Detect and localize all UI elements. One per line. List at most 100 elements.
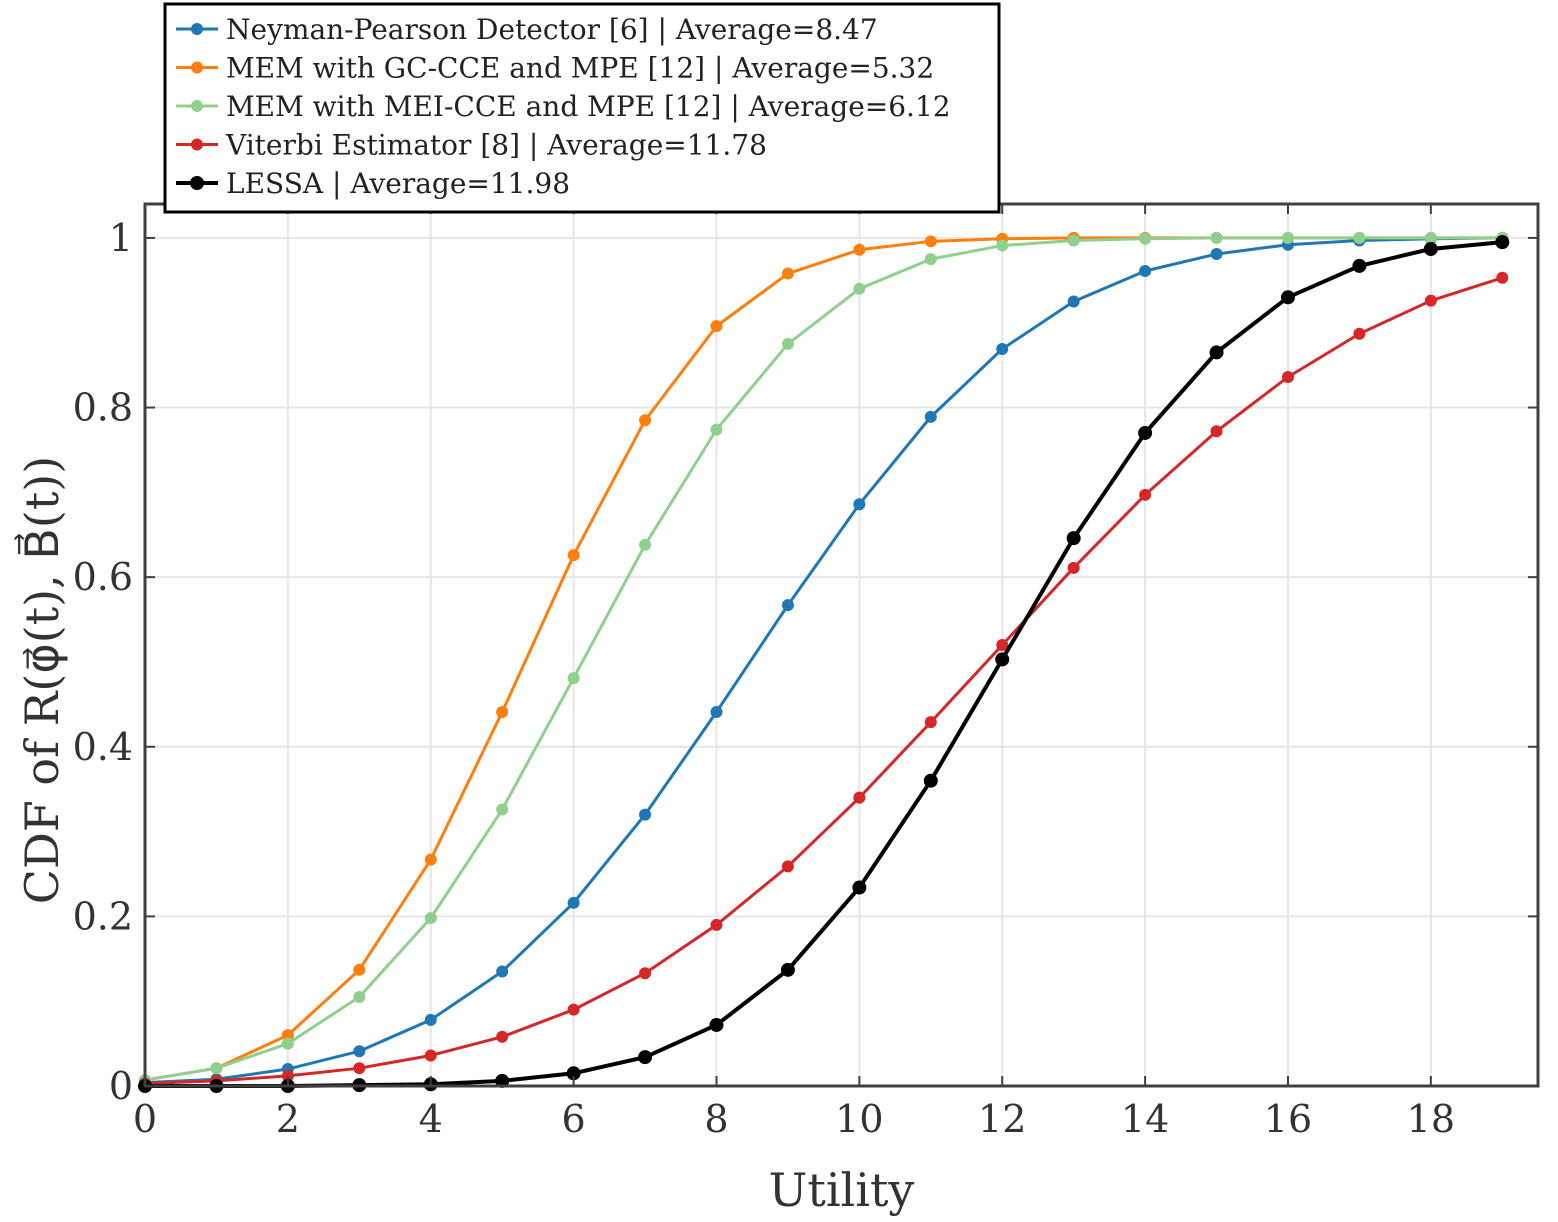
series-layer [138, 231, 1510, 1093]
y-tick-label: 0.4 [73, 725, 133, 769]
x-tick-label: 4 [419, 1097, 443, 1141]
legend-label: LESSA | Average=11.98 [226, 167, 570, 200]
data-point [424, 1049, 437, 1062]
data-point [996, 639, 1009, 651]
axis-ticks: 0 2 4 6 8 10 12 14 16 18 0 0.2 0.4 0.6 0.8 1 [73, 204, 1538, 1141]
data-point [1209, 345, 1224, 360]
series-line [144, 236, 1503, 1082]
data-point [210, 1062, 223, 1075]
data-point [639, 808, 652, 821]
data-point [1210, 248, 1223, 261]
data-point [923, 773, 938, 788]
data-point [1352, 258, 1367, 273]
data-point [924, 410, 937, 423]
data-point [780, 962, 795, 977]
data-point [781, 599, 794, 612]
data-point [567, 672, 580, 685]
grid-lines [144, 204, 1538, 1087]
x-tick-label: 6 [562, 1097, 586, 1141]
series-line [145, 240, 1503, 1088]
data-point [1139, 232, 1152, 245]
legend-item: Viterbi Estimator [8] | Average=11.78 [176, 129, 767, 162]
data-point [1353, 231, 1366, 244]
x-tick-label: 14 [1121, 1097, 1169, 1141]
series-4 [139, 271, 1509, 1090]
data-point [995, 652, 1010, 667]
data-point [1138, 425, 1153, 440]
data-point [495, 1073, 510, 1088]
data-point [781, 267, 794, 280]
x-tick-label: 18 [1407, 1097, 1455, 1141]
data-point [1067, 561, 1080, 574]
data-point [1495, 235, 1510, 250]
data-point [710, 918, 723, 931]
data-point [1353, 327, 1366, 340]
data-point [281, 1029, 294, 1042]
legend-label: Viterbi Estimator [8] | Average=11.78 [225, 129, 767, 162]
data-point [1496, 271, 1509, 284]
data-point [353, 990, 366, 1003]
data-point [996, 343, 1009, 356]
legend-item: MEM with GC-CCE and MPE [12] | Average=5… [176, 52, 934, 85]
series-line [144, 276, 1503, 1085]
data-point [996, 239, 1009, 252]
legend-marker [191, 61, 203, 74]
x-tick-label: 12 [978, 1097, 1026, 1141]
series-line [144, 236, 1503, 1082]
data-point [496, 965, 509, 978]
data-point [496, 803, 509, 816]
data-point [1281, 231, 1294, 244]
data-point [710, 320, 723, 333]
data-point [353, 1045, 366, 1058]
data-point [1210, 231, 1223, 244]
series-line [144, 236, 1503, 1085]
y-tick-label: 0 [109, 1064, 133, 1108]
data-point [1281, 371, 1294, 384]
x-tick-label: 16 [1264, 1097, 1312, 1141]
data-point [566, 1066, 581, 1081]
data-point [1424, 294, 1437, 307]
x-tick-label: 10 [835, 1097, 883, 1141]
x-tick-label: 0 [133, 1097, 157, 1141]
data-point [281, 1037, 294, 1050]
data-point [567, 896, 580, 909]
legend-label: MEM with MEI-CCE and MPE [12] | Average=… [226, 90, 951, 123]
legend-label: MEM with GC-CCE and MPE [12] | Average=5… [226, 52, 934, 85]
data-point [638, 1050, 653, 1065]
y-tick-label: 0.6 [73, 555, 133, 599]
data-point [1067, 234, 1080, 247]
legend-marker [191, 23, 203, 35]
data-point [710, 705, 723, 718]
data-point [924, 235, 937, 248]
x-tick-label: 8 [704, 1097, 728, 1141]
legend-marker [190, 176, 204, 190]
data-point [424, 853, 437, 866]
legend-item: MEM with MEI-CCE and MPE [12] | Average=… [176, 90, 951, 123]
data-point [496, 705, 509, 718]
legend-marker [191, 138, 203, 151]
data-point [853, 498, 866, 511]
data-point [496, 1030, 509, 1043]
legend: Neyman-Pearson Detector [6] | Average=8.… [163, 2, 1001, 214]
data-point [781, 337, 794, 350]
data-point [853, 282, 866, 295]
legend-box [163, 2, 1001, 214]
data-point [353, 963, 366, 976]
data-point [853, 243, 866, 256]
data-point [424, 912, 437, 925]
y-tick-label: 0.2 [73, 894, 133, 938]
x-tick-label: 2 [276, 1097, 300, 1141]
data-point [353, 1062, 366, 1075]
data-point [567, 1003, 580, 1016]
y-axis-label: CDF of R(φ⃗(t), B⃗(t)) [15, 456, 69, 904]
series-1 [139, 231, 1509, 1089]
data-point [853, 791, 866, 804]
data-point [1210, 425, 1223, 438]
legend-item: Neyman-Pearson Detector [6] | Average=8.… [176, 13, 878, 46]
data-point [1139, 488, 1152, 501]
legend-item: LESSA | Average=11.98 [176, 167, 570, 200]
data-point [1424, 231, 1437, 244]
data-point [281, 1069, 294, 1082]
data-point [639, 538, 652, 551]
x-axis-label: Utility [769, 1163, 915, 1217]
